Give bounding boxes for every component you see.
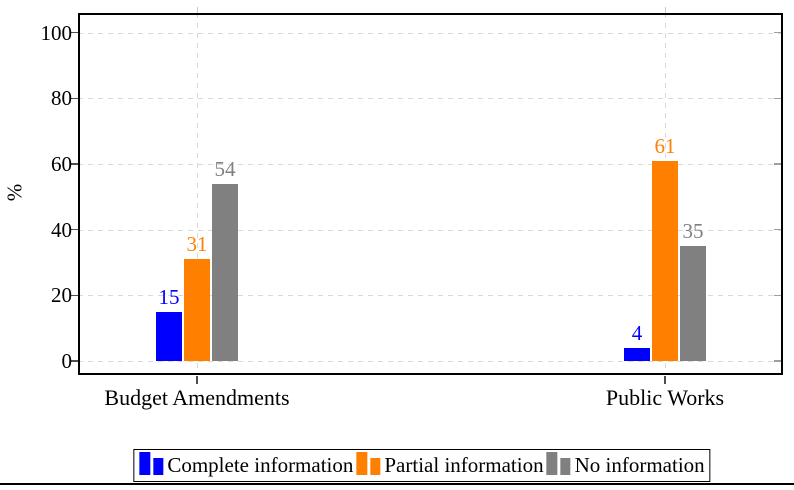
category-gridline (197, 13, 198, 375)
y-gridline (78, 98, 783, 100)
y-tick-left (71, 229, 78, 231)
y-tick-left (71, 32, 78, 34)
y-tick-label: 80 (51, 86, 72, 111)
bar-no-information (212, 183, 238, 361)
legend-label: Complete information (167, 453, 354, 477)
legend-marker-bar (370, 458, 381, 475)
legend-label: No information (574, 453, 705, 477)
legend-entry: No information (546, 452, 705, 478)
legend-label: Partial information (384, 453, 544, 477)
y-tick-right (774, 32, 781, 34)
bar-value-label: 31 (186, 232, 208, 257)
bar-partial-information (184, 259, 210, 361)
plot-area (78, 13, 783, 375)
category-label: Budget Amendments (104, 385, 290, 410)
y-tick-right (774, 294, 781, 297)
legend-marker-bar (139, 452, 151, 475)
y-tick-left (71, 97, 78, 100)
bar-value-label: 4 (631, 320, 643, 345)
bar-value-label: 54 (214, 156, 236, 181)
legend-marker-bar (153, 458, 164, 475)
y-tick-label: 100 (40, 20, 73, 45)
bar-complete-information (624, 347, 650, 361)
category-label: Public Works (605, 385, 725, 410)
y-tick-label: 0 (61, 348, 73, 373)
legend-bar-marker-icon (139, 452, 164, 475)
y-gridline (78, 229, 783, 231)
legend-entry: Complete information (139, 452, 353, 478)
y-tick-right (774, 163, 781, 165)
legend-marker-bar (546, 452, 558, 475)
y-tick-label: 40 (51, 217, 72, 242)
bar-value-label: 35 (682, 219, 704, 244)
y-tick-right (774, 229, 781, 231)
y-axis-title: % (2, 183, 27, 202)
legend-marker-bar (560, 458, 571, 475)
y-gridline (78, 295, 783, 297)
bottom-rule (0, 483, 794, 485)
y-gridline (78, 32, 783, 34)
bar-no-information (680, 246, 706, 361)
x-tick-bottom (664, 376, 666, 384)
x-tick-top (664, 7, 666, 13)
x-tick-bottom (196, 376, 198, 384)
y-tick-right (774, 360, 781, 362)
legend-bar-marker-icon (546, 452, 571, 475)
y-tick-label: 60 (51, 151, 72, 176)
legend-marker-bar (356, 452, 368, 475)
legend-entry: Partial information (356, 452, 544, 478)
y-gridline (78, 163, 783, 165)
y-tick-left (71, 360, 78, 362)
legend: Complete information Partial information N… (133, 449, 711, 482)
legend-bar-marker-icon (356, 452, 381, 475)
bar-complete-information (156, 311, 182, 361)
bar-value-label: 15 (158, 284, 180, 309)
x-tick-top (196, 7, 198, 13)
bar-value-label: 61 (654, 133, 676, 158)
bar-partial-information (652, 160, 678, 361)
y-tick-left (71, 294, 78, 297)
y-gridline (78, 360, 783, 362)
y-tick-right (774, 97, 781, 100)
y-tick-left (71, 163, 78, 165)
y-tick-label: 20 (51, 283, 72, 308)
